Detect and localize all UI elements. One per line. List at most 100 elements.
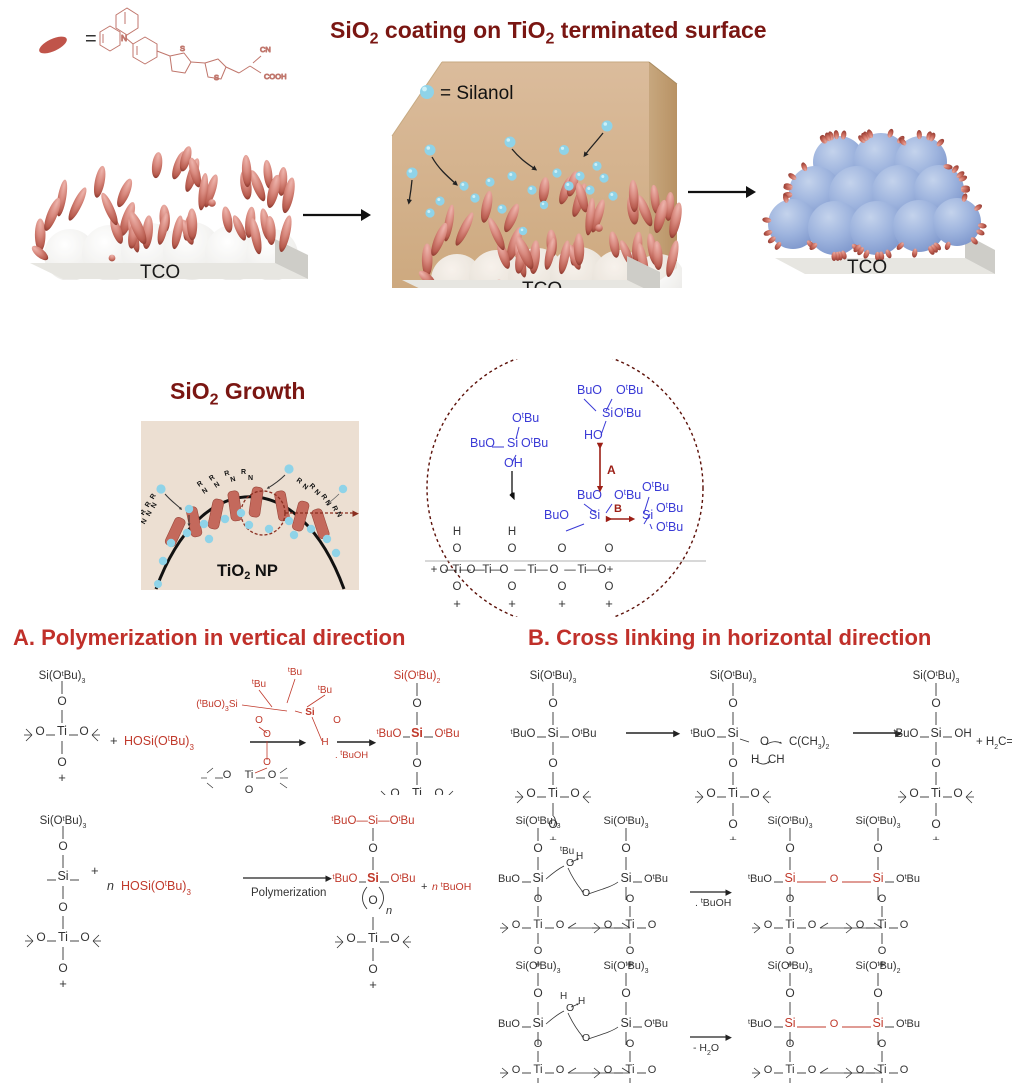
svg-text:Si: Si <box>872 1016 883 1030</box>
svg-text:BuO: BuO <box>470 436 495 450</box>
svg-text:O: O <box>346 931 355 945</box>
svg-text:OH: OH <box>954 728 971 740</box>
svg-text:S: S <box>214 73 219 82</box>
svg-text:C(CH3)2: C(CH3)2 <box>789 736 830 751</box>
svg-text:O: O <box>566 857 574 869</box>
svg-text:+: + <box>421 881 427 893</box>
svg-text:tBuO: tBuO <box>333 873 358 885</box>
svg-text:OtBu: OtBu <box>896 873 920 885</box>
svg-text:(tBuO)3Si: (tBuO)3Si <box>196 699 237 713</box>
svg-text:TCO: TCO <box>847 257 887 278</box>
svg-text:O: O <box>909 786 918 800</box>
svg-text:COOH: COOH <box>264 72 287 81</box>
svg-text:BuO: BuO <box>577 383 602 397</box>
svg-text:OtBu: OtBu <box>656 520 683 535</box>
svg-text:O: O <box>760 736 769 748</box>
svg-text:O: O <box>598 564 607 576</box>
svg-text:tBu: tBu <box>288 667 302 679</box>
svg-text:Si(OtBu)3: Si(OtBu)3 <box>768 815 813 830</box>
svg-text:OtBu: OtBu <box>435 728 460 740</box>
svg-text:Si(OtBu)2: Si(OtBu)2 <box>856 960 901 975</box>
svg-text:H: H <box>576 851 583 862</box>
svg-text:O: O <box>368 841 377 855</box>
svg-text:Ti: Ti <box>577 564 586 576</box>
svg-text:Si: Si <box>411 726 423 740</box>
svg-text:+: + <box>605 596 613 611</box>
svg-text:OtBu: OtBu <box>614 488 641 503</box>
svg-text:O: O <box>830 1018 839 1030</box>
svg-text:tBuO: tBuO <box>498 1018 520 1030</box>
svg-text:Si: Si <box>620 1016 631 1030</box>
svg-text:Si: Si <box>930 726 941 740</box>
svg-text:BuO: BuO <box>544 508 569 522</box>
svg-text:H: H <box>751 754 759 766</box>
svg-text:Si(OtBu)3: Si(OtBu)3 <box>856 815 901 830</box>
svg-text:tBu: tBu <box>252 679 266 691</box>
svg-text:BuO: BuO <box>577 488 602 502</box>
svg-text:TCO: TCO <box>140 262 180 280</box>
svg-text:OtBu: OtBu <box>614 406 641 421</box>
svg-text:O: O <box>533 841 542 855</box>
svg-text:N: N <box>248 475 253 482</box>
svg-text:O: O <box>390 931 399 945</box>
svg-text:O: O <box>605 543 614 555</box>
svg-text:O: O <box>582 1032 590 1044</box>
svg-text:Si: Si <box>367 871 379 885</box>
svg-text:Si: Si <box>784 1016 795 1030</box>
svg-text:O: O <box>582 887 590 899</box>
svg-text:O: O <box>728 696 737 710</box>
svg-text:R: R <box>241 469 246 476</box>
svg-text:Si: Si <box>784 871 795 885</box>
svg-text:O: O <box>931 756 940 770</box>
svg-text:TCO: TCO <box>522 279 562 288</box>
svg-text:O: O <box>368 893 377 907</box>
svg-text:—: — <box>514 564 526 576</box>
svg-text:Si(OtBu)3: Si(OtBu)3 <box>516 960 561 975</box>
svg-text:HOSi(OtBu)3: HOSi(OtBu)3 <box>124 734 194 752</box>
svg-text:O: O <box>223 769 232 781</box>
svg-text:O: O <box>508 581 517 593</box>
svg-text:O: O <box>550 564 559 576</box>
svg-text:- H2O: - H2O <box>693 1042 719 1057</box>
svg-text:O: O <box>533 986 542 1000</box>
svg-text:O: O <box>873 986 882 1000</box>
svg-text:H: H <box>578 996 585 1007</box>
svg-text:A: A <box>607 463 616 477</box>
svg-text:+: + <box>607 564 614 576</box>
svg-text:tBuO: tBuO <box>498 873 520 885</box>
svg-text:O: O <box>621 841 630 855</box>
svg-text:Ti: Ti <box>527 564 536 576</box>
svg-text:n: n <box>386 905 392 917</box>
svg-text:+: + <box>91 863 99 878</box>
svg-text:B: B <box>614 503 622 515</box>
svg-text:OtBu: OtBu <box>644 873 668 885</box>
svg-text:O: O <box>255 715 263 726</box>
svg-text:. tBuOH: . tBuOH <box>335 750 368 762</box>
svg-text:Ti: Ti <box>728 786 738 800</box>
svg-text:Ti: Ti <box>412 786 422 795</box>
svg-text:tBuO: tBuO <box>748 1018 772 1030</box>
svg-text:OtBu: OtBu <box>642 480 669 495</box>
svg-text:tBuO: tBuO <box>691 728 716 740</box>
svg-text:CN: CN <box>260 45 271 54</box>
svg-text:O: O <box>412 756 421 770</box>
svg-text:OtBu: OtBu <box>896 1018 920 1030</box>
svg-text:O: O <box>412 696 421 710</box>
svg-text:+: + <box>453 596 461 611</box>
svg-text:H: H <box>321 737 328 748</box>
svg-text:tBu: tBu <box>318 685 332 697</box>
svg-text:Si: Si <box>872 871 883 885</box>
svg-text:= Silanol: = Silanol <box>440 83 513 104</box>
svg-text:. tBuOH: . tBuOH <box>695 897 731 909</box>
svg-text:O: O <box>785 841 794 855</box>
svg-text:O: O <box>706 786 715 800</box>
svg-text:Si(OtBu)2: Si(OtBu)2 <box>394 670 441 685</box>
svg-text:Si: Si <box>532 871 543 885</box>
svg-text:—: — <box>564 564 576 576</box>
svg-text:Si(OtBu)3: Si(OtBu)3 <box>604 815 649 830</box>
svg-text:O: O <box>605 581 614 593</box>
svg-text:Si(OtBu)3: Si(OtBu)3 <box>516 815 561 830</box>
svg-text:Si: Si <box>642 508 653 522</box>
svg-text:+: + <box>558 596 566 611</box>
svg-text:Si(OtBu)3: Si(OtBu)3 <box>913 670 960 685</box>
